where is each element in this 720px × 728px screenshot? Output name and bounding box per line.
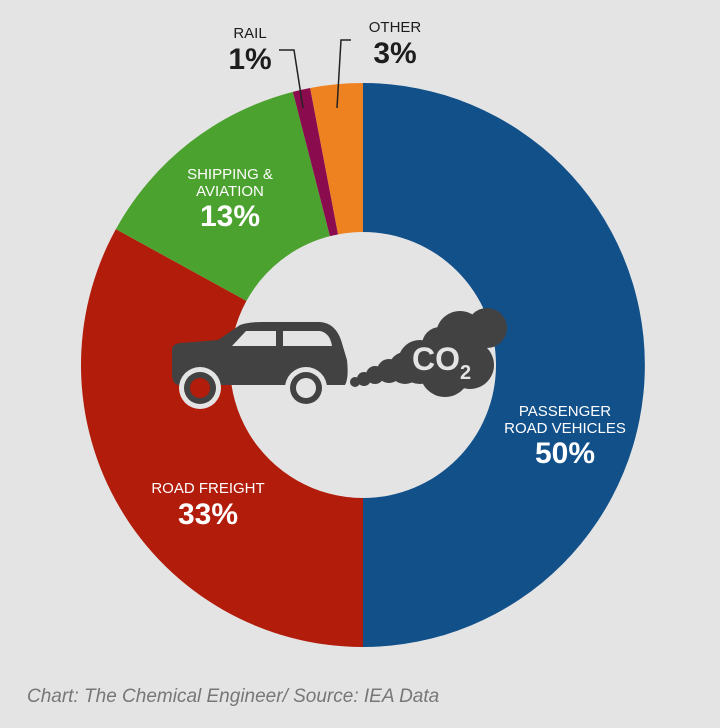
slice-other	[310, 83, 363, 235]
co2-text: CO2	[412, 341, 471, 384]
slice-label-line: RAIL	[233, 25, 267, 42]
slice-value: 33%	[177, 497, 239, 531]
label-road-freight: ROAD FREIGHT 33%	[138, 480, 278, 531]
slice-value: 1%	[228, 42, 272, 76]
slice-value: 50%	[534, 437, 596, 470]
rail-leader-line	[279, 49, 304, 109]
label-rail: RAIL 1%	[215, 25, 285, 76]
slice-label-line: SHIPPING &	[187, 166, 273, 183]
slice-value: 13%	[199, 200, 261, 233]
slice-label-line: PASSENGER	[518, 403, 612, 420]
label-other: OTHER 3%	[355, 19, 435, 70]
other-leader-line	[336, 39, 351, 109]
label-shipping-aviation: SHIPPING & AVIATION 13%	[165, 166, 295, 233]
slice-value: 3%	[373, 36, 417, 70]
slice-shipping-aviation	[115, 91, 330, 301]
source-caption: Chart: The Chemical Engineer/ Source: IE…	[27, 686, 440, 707]
slice-label-line: OTHER	[368, 19, 422, 36]
slice-label-line: ROAD VEHICLES	[504, 419, 626, 437]
slice-road-freight	[80, 229, 364, 648]
label-passenger-road-vehicles: PASSENGER ROAD VEHICLES 50%	[495, 403, 635, 470]
slice-label-line: AVIATION	[196, 182, 264, 200]
slice-passenger-road-vehicles	[363, 83, 645, 647]
slice-label-line: ROAD FREIGHT	[151, 480, 265, 497]
car-co2-icon: CO2	[172, 308, 507, 409]
slice-rail	[292, 87, 339, 237]
exhaust-cloud-icon	[350, 308, 507, 397]
